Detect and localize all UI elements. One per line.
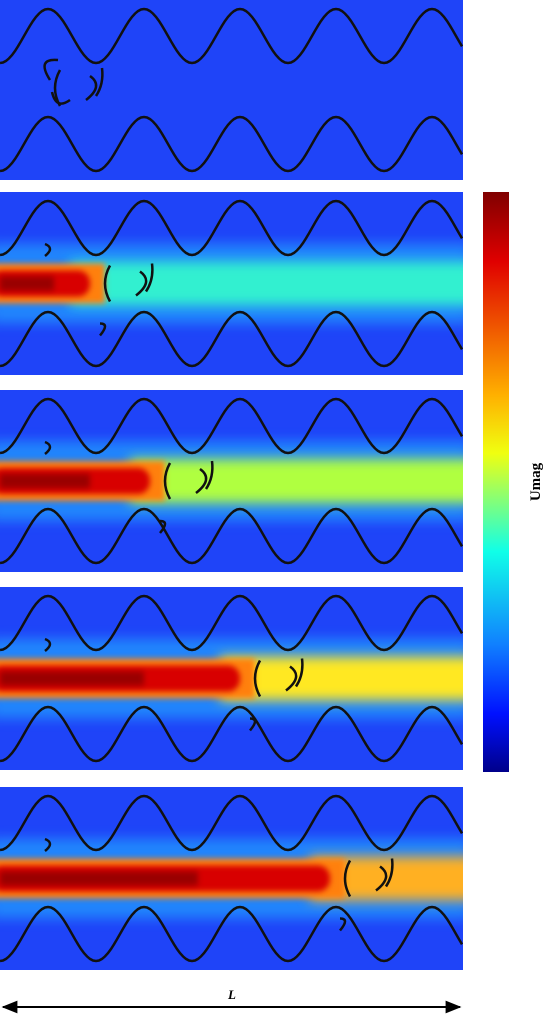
- lower-wall: [0, 507, 463, 565]
- swimmer: [43, 58, 71, 105]
- upper-wall: [0, 397, 463, 455]
- lower-wall: [0, 310, 463, 368]
- colorbar-label: Umag: [528, 462, 544, 501]
- jet-tail: [70, 261, 463, 306]
- swimmer: [44, 637, 257, 732]
- lower-wall: [0, 705, 463, 763]
- flow-panel: [0, 787, 463, 970]
- swimmer: [44, 440, 167, 534]
- panel-content: [0, 390, 463, 572]
- swimmer: [253, 658, 304, 698]
- jet-center: [0, 276, 54, 291]
- panel-content: [0, 0, 463, 180]
- upper-wall: [0, 7, 463, 65]
- swimmer: [343, 858, 394, 898]
- flow-panel: [0, 587, 463, 770]
- jet-center: [0, 871, 198, 886]
- upper-wall: [0, 794, 463, 852]
- swimmer: [44, 837, 347, 932]
- panel-content: [0, 587, 463, 770]
- upper-wall: [0, 199, 463, 257]
- length-label: L: [227, 987, 236, 1002]
- panels: [0, 0, 463, 970]
- panel-content: [0, 192, 463, 375]
- jet-center: [0, 671, 144, 686]
- flow-panel: [0, 0, 463, 180]
- lower-wall: [0, 115, 463, 173]
- swimmer: [44, 242, 107, 337]
- colorbar: [483, 192, 509, 772]
- jet-tail: [130, 459, 463, 503]
- swimmer: [163, 460, 214, 500]
- flow-panel: [0, 192, 463, 375]
- upper-wall: [0, 594, 463, 652]
- flow-panel: [0, 390, 463, 572]
- jet-center: [0, 474, 90, 488]
- panel-bg: [0, 0, 463, 180]
- swimmer: [103, 263, 154, 303]
- jet-tail: [220, 656, 463, 701]
- panel-content: [0, 787, 463, 970]
- lower-wall: [0, 905, 463, 963]
